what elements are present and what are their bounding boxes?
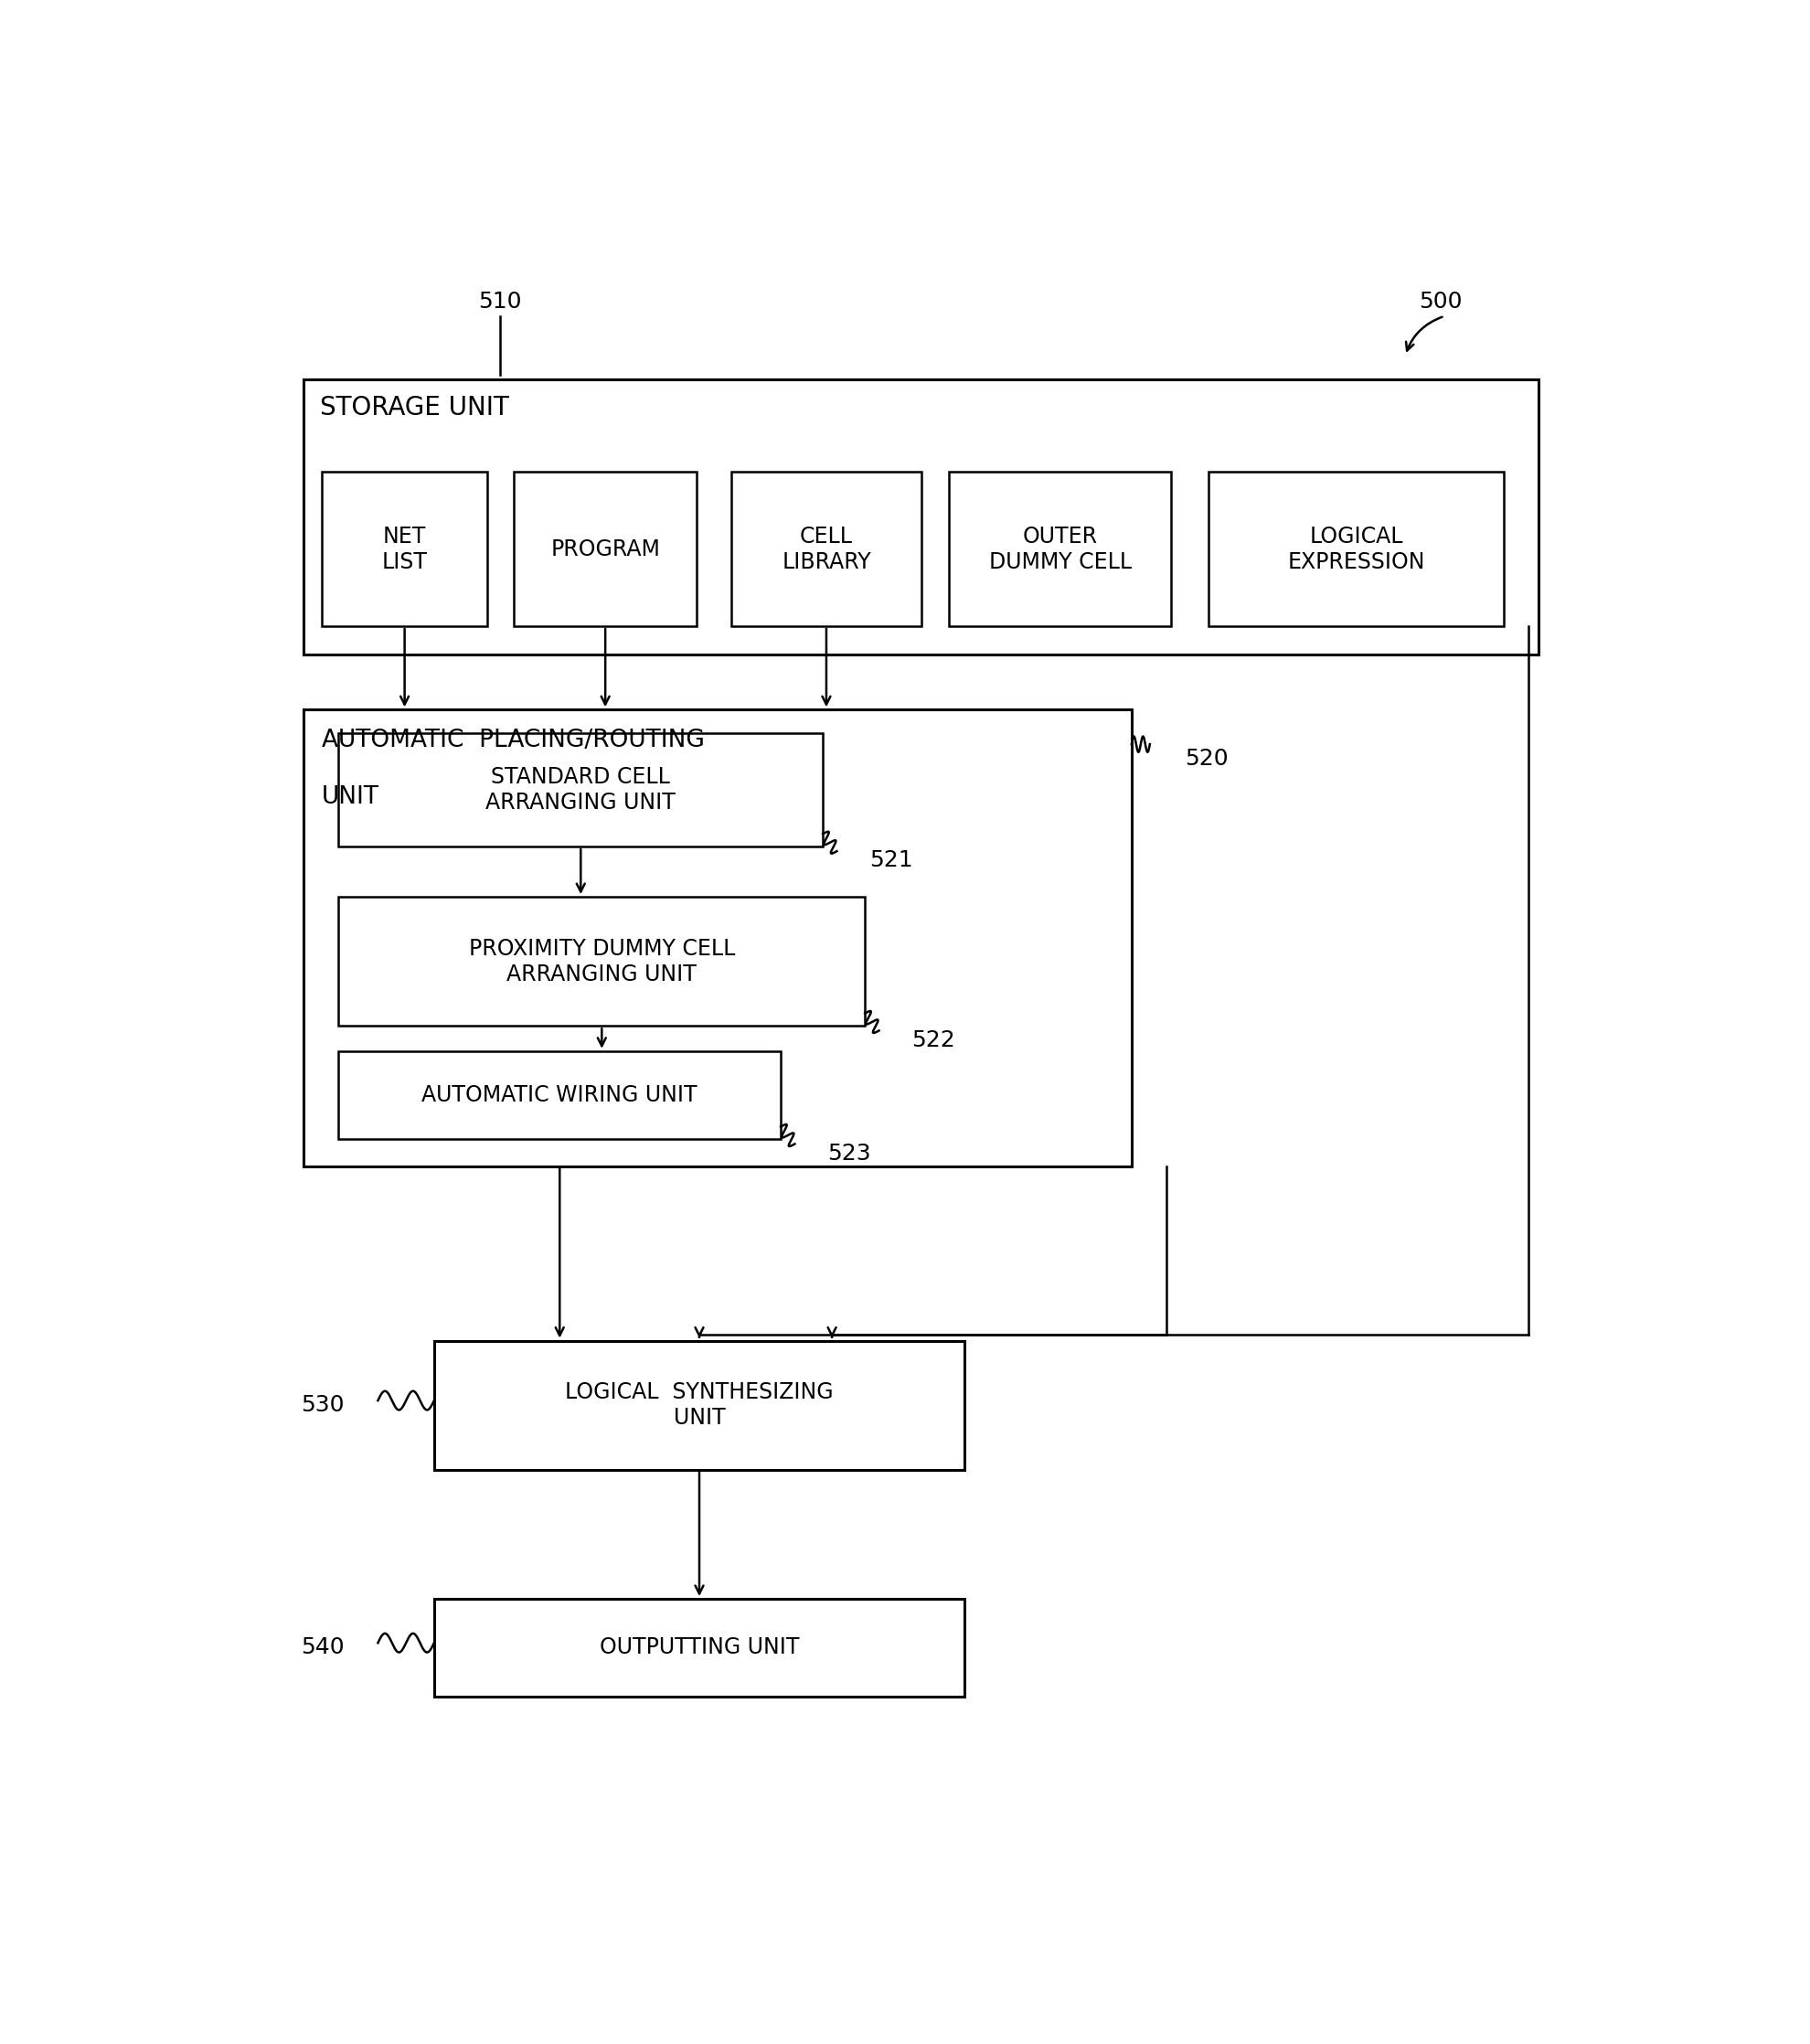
Text: 510: 510 <box>478 290 521 313</box>
Text: 520: 520 <box>1184 748 1227 769</box>
Text: PROGRAM: PROGRAM <box>550 538 661 560</box>
Text: OUTPUTTING UNIT: OUTPUTTING UNIT <box>599 1637 798 1658</box>
Bar <box>434 1598 965 1697</box>
Bar <box>1209 472 1502 625</box>
Text: 530: 530 <box>300 1394 344 1416</box>
Text: LOGICAL
EXPRESSION: LOGICAL EXPRESSION <box>1287 525 1424 572</box>
Text: UNIT: UNIT <box>322 785 380 809</box>
Bar <box>322 472 487 625</box>
Bar <box>338 734 822 846</box>
Text: AUTOMATIC WIRING UNIT: AUTOMATIC WIRING UNIT <box>422 1083 697 1106</box>
Text: STANDARD CELL
ARRANGING UNIT: STANDARD CELL ARRANGING UNIT <box>485 766 675 814</box>
Text: LOGICAL  SYNTHESIZING
UNIT: LOGICAL SYNTHESIZING UNIT <box>565 1382 833 1429</box>
Text: 521: 521 <box>869 850 912 871</box>
Bar <box>304 378 1538 654</box>
Bar <box>514 472 697 625</box>
Text: 522: 522 <box>910 1028 954 1051</box>
Text: CELL
LIBRARY: CELL LIBRARY <box>782 525 871 572</box>
Bar <box>434 1341 965 1470</box>
Text: 500: 500 <box>1417 290 1461 313</box>
Bar <box>338 897 865 1026</box>
Text: OUTER
DUMMY CELL: OUTER DUMMY CELL <box>988 525 1131 572</box>
Text: 540: 540 <box>300 1637 344 1658</box>
Text: NET
LIST: NET LIST <box>382 525 427 572</box>
Text: PROXIMITY DUMMY CELL
ARRANGING UNIT: PROXIMITY DUMMY CELL ARRANGING UNIT <box>469 938 735 985</box>
Text: 523: 523 <box>827 1143 871 1165</box>
Text: AUTOMATIC  PLACING/ROUTING: AUTOMATIC PLACING/ROUTING <box>322 728 704 752</box>
Bar <box>338 1051 780 1139</box>
Text: STORAGE UNIT: STORAGE UNIT <box>320 394 509 421</box>
Bar <box>948 472 1171 625</box>
Bar <box>731 472 921 625</box>
Bar <box>304 709 1131 1165</box>
